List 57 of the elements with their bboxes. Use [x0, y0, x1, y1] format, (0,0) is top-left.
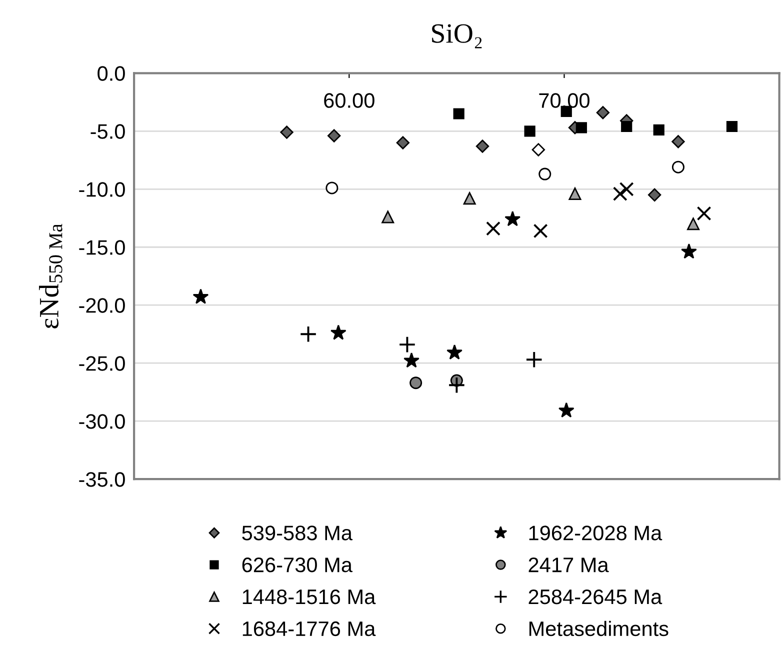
x-tick-label: 70.00	[539, 93, 590, 108]
y-tick-label: -15.0	[79, 240, 125, 255]
x-tick-label: 60.00	[324, 93, 374, 108]
legend-label: 1962-2028 Ma	[529, 526, 662, 540]
point	[558, 402, 574, 418]
point	[453, 108, 464, 120]
legend-label: 2584-2645 Ma	[528, 589, 662, 604]
point	[486, 221, 500, 236]
point	[681, 243, 697, 259]
point	[687, 218, 700, 230]
legend-label: 539-583 Ma	[242, 526, 352, 540]
legend-label: 626-730 Ma	[242, 558, 352, 572]
point	[619, 182, 634, 196]
point	[524, 126, 536, 137]
point	[446, 344, 462, 360]
point	[672, 134, 685, 148]
point	[398, 336, 416, 354]
point	[621, 120, 632, 132]
point	[696, 206, 712, 221]
point	[538, 168, 552, 180]
point	[476, 140, 490, 153]
y-tick-label: -30.0	[79, 414, 125, 429]
point	[300, 326, 317, 343]
point	[596, 106, 610, 120]
y-tick-label: -25.0	[79, 356, 125, 371]
legend-label: 1448-1516 Ma	[242, 589, 376, 604]
y-axis-title: εNd$_{550 Ma}$	[39, 224, 62, 328]
point	[504, 210, 521, 226]
legend-label: Metasediments	[529, 620, 668, 636]
point	[328, 129, 341, 142]
point	[568, 188, 582, 200]
y-tick-label: -5.0	[90, 124, 125, 139]
point	[672, 160, 684, 174]
chart-title: SiO₂	[432, 24, 482, 48]
point	[410, 376, 422, 390]
legend-label: 1684-1776 Ma	[242, 621, 376, 636]
point	[648, 188, 662, 202]
point	[192, 288, 209, 304]
point	[330, 324, 346, 340]
point	[326, 182, 338, 194]
point	[404, 352, 420, 368]
point	[726, 120, 738, 132]
point	[533, 224, 548, 238]
point	[382, 210, 394, 224]
point	[525, 351, 543, 368]
y-tick-label: -10.0	[79, 182, 125, 197]
point	[653, 124, 664, 136]
y-tick-label: 0.0	[98, 66, 125, 81]
point	[448, 376, 466, 394]
legend-label: 2417 Ma	[528, 558, 609, 572]
point	[463, 192, 476, 205]
point	[396, 136, 410, 150]
y-tick-label: -35.0	[79, 472, 125, 487]
y-tick-label: -20.0	[79, 298, 125, 313]
point	[612, 186, 628, 201]
point	[280, 126, 294, 139]
point	[576, 122, 587, 134]
